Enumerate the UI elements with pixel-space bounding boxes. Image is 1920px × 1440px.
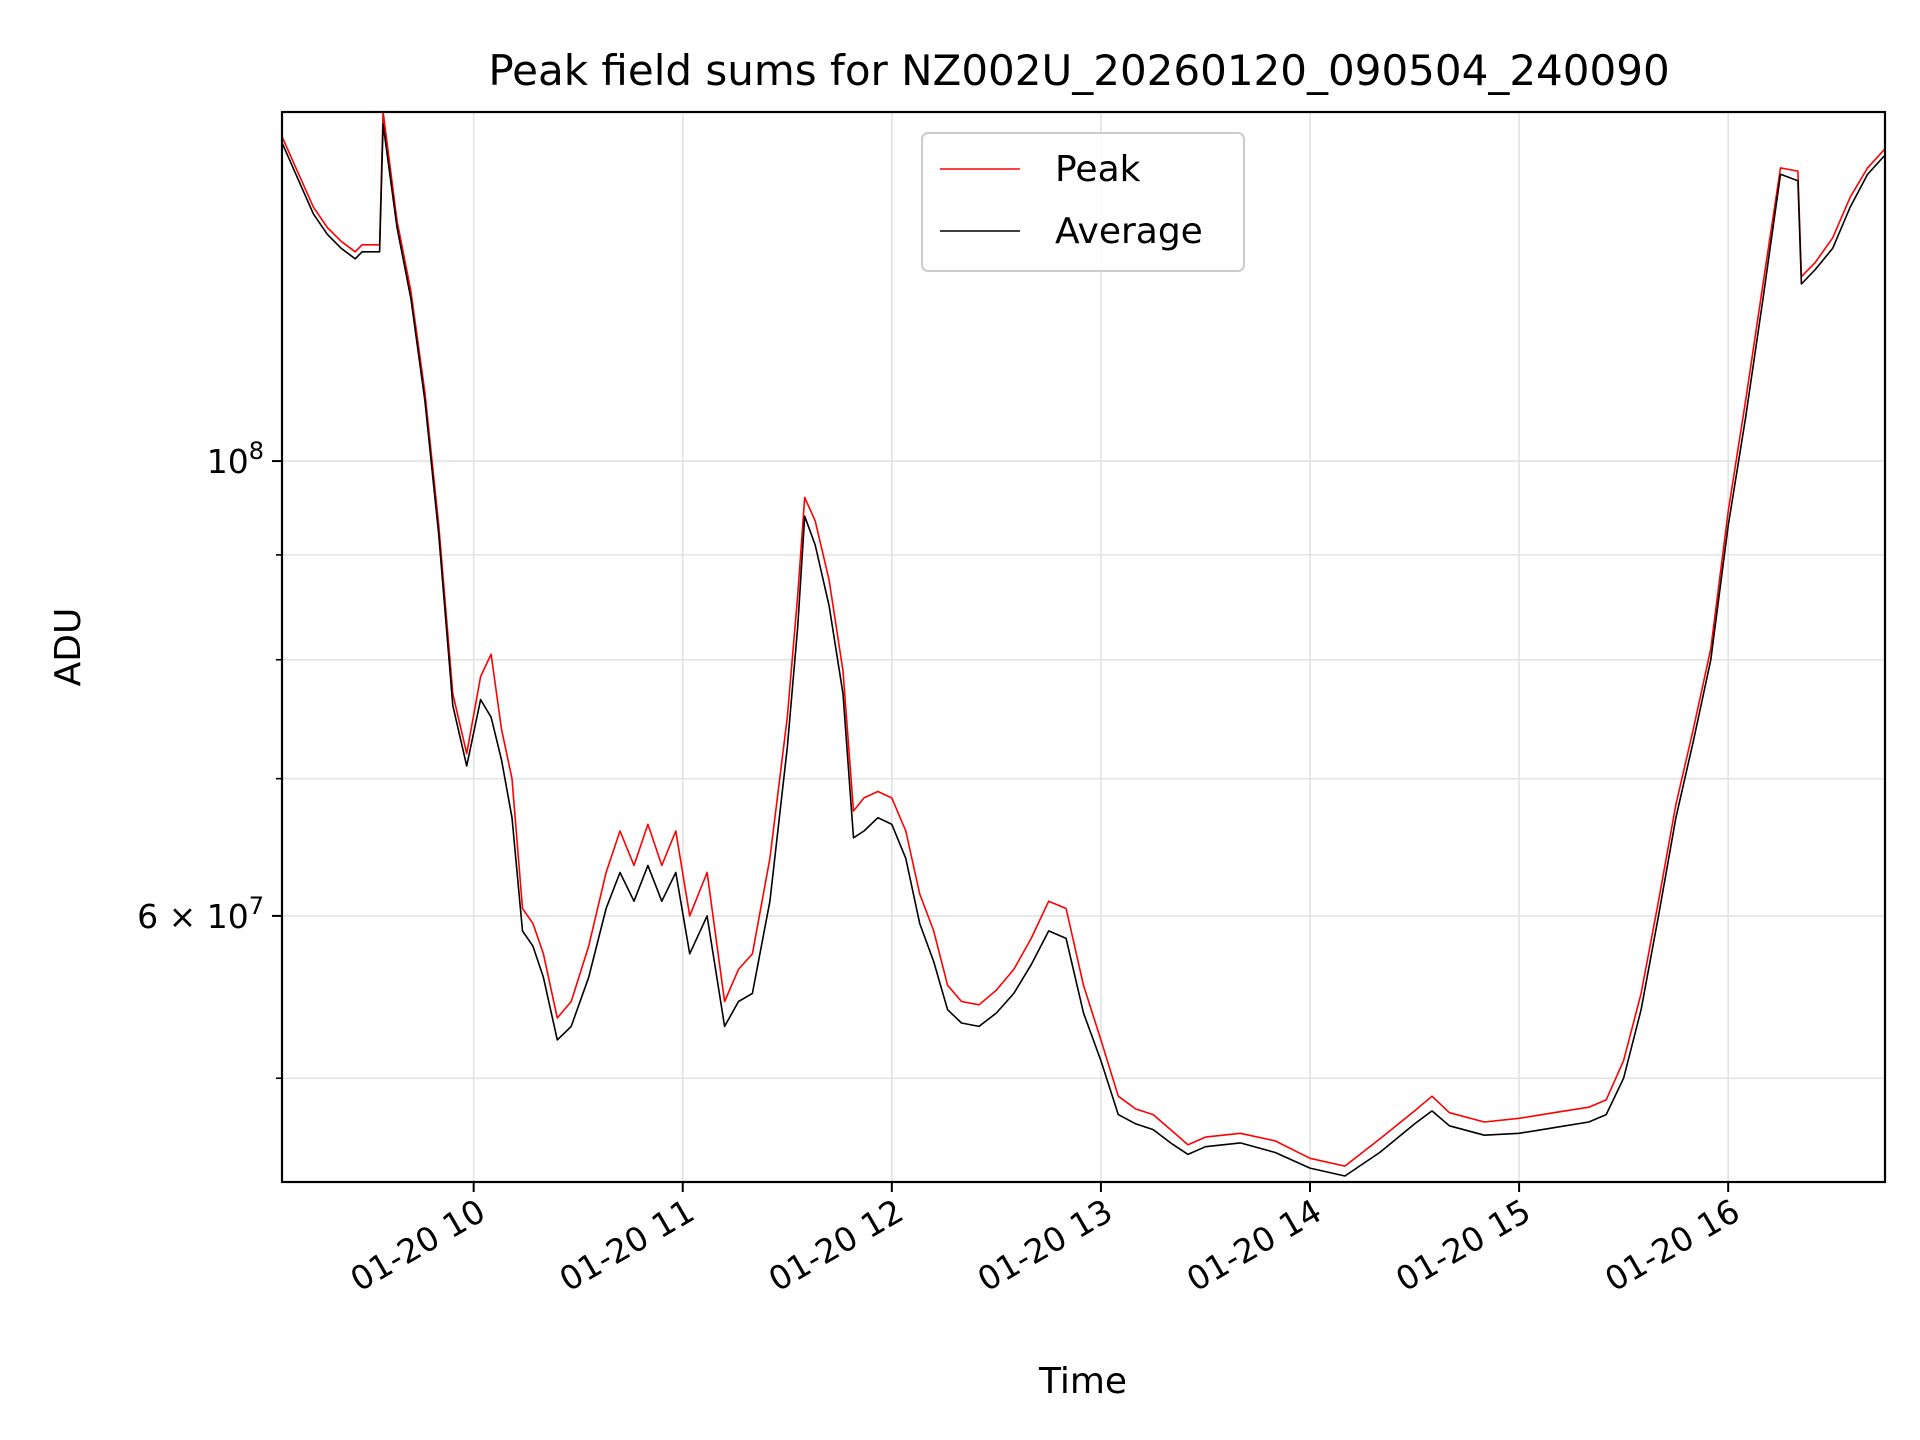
grid bbox=[282, 112, 1885, 1182]
y-tick-label: 6 × 107 bbox=[137, 892, 264, 936]
legend-label-peak: Peak bbox=[1055, 149, 1141, 190]
x-axis-label: Time bbox=[1038, 1361, 1127, 1402]
legend: Peak Average bbox=[921, 132, 1245, 272]
y-axis-label: ADU bbox=[48, 608, 89, 687]
series-line-peak bbox=[281, 111, 1886, 1167]
chart-title: Peak field sums for NZ002U_20260120_0905… bbox=[488, 46, 1669, 95]
plot-series bbox=[281, 111, 1886, 1177]
legend-label-average: Average bbox=[1055, 211, 1203, 252]
series-line-average bbox=[281, 123, 1886, 1177]
y-tick-label: 108 bbox=[207, 437, 264, 481]
plot-frame bbox=[280, 110, 1887, 1184]
legend-box bbox=[921, 132, 1245, 272]
